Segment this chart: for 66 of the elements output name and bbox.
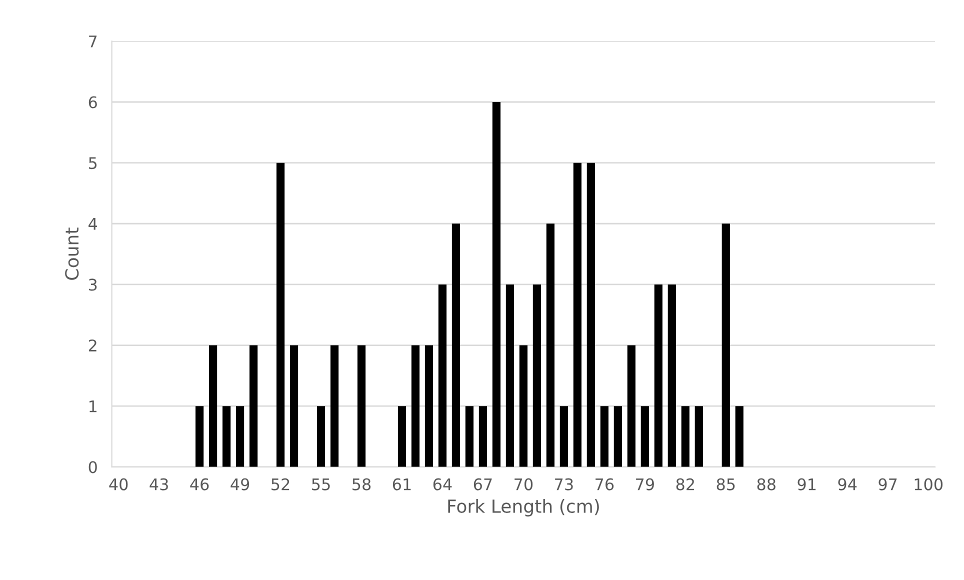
x-tick-label: 49 [230,478,250,490]
bar [627,345,636,467]
bar [276,162,285,467]
bar [249,345,258,467]
bar [196,406,204,467]
bar [236,406,244,467]
bar [694,406,703,467]
x-tick-label: 55 [312,478,330,490]
bar [546,224,554,467]
x-tick-label: 64 [433,478,452,490]
x-tick-label: 40 [109,478,128,490]
y-tick-label: 2 [88,339,96,352]
bar [411,345,420,467]
x-tick-label: 46 [190,478,209,490]
x-tick-label: 82 [676,478,694,490]
x-tick-label: 70 [514,478,533,490]
x-tick-label: 67 [474,478,492,490]
x-tick-label: 76 [596,478,614,490]
bar [452,224,460,467]
bar [614,406,622,467]
bar [519,345,528,467]
bar [681,406,690,467]
y-tick-label: 1 [90,400,96,412]
x-tick-label: 85 [716,478,735,490]
bar [506,284,514,467]
bar [492,102,501,467]
bar [735,406,744,467]
x-tick-label: 73 [555,478,573,490]
y-tick-label: 5 [89,157,97,170]
x-tick-label: 58 [352,478,371,490]
x-tick-label: 79 [636,478,654,490]
bar [640,406,649,467]
x-tick-label: 91 [798,478,816,490]
y-axis-title: Count [65,228,79,280]
bar [722,224,730,467]
bar [560,406,568,467]
bar [668,284,676,467]
bar [532,284,541,467]
bar [330,345,339,467]
y-tick-label: 4 [88,218,98,230]
x-tick-label: 61 [392,478,411,490]
x-axis-title: Fork Length (cm) [448,499,599,516]
bar [208,345,218,467]
bar [465,406,474,467]
x-tick-label: 52 [272,478,290,490]
x-tick-label: 97 [878,478,897,490]
y-tick-label: 0 [88,461,97,474]
x-tick-label: 43 [150,478,168,490]
x-tick-label: 94 [838,478,857,490]
bar [316,406,326,467]
bar [290,345,298,467]
bar [573,162,582,467]
y-tick-label: 6 [88,96,97,108]
bar [654,284,662,467]
x-tick-label: 88 [757,478,776,490]
bar [222,406,231,467]
x-tick-label: 100 [914,478,943,490]
bar [586,162,595,467]
bar [398,406,406,467]
bar [600,406,608,467]
bar [357,345,366,467]
bar [438,284,447,467]
y-tick-label: 7 [89,36,97,48]
bar [478,406,488,467]
bar [424,345,434,467]
y-tick-label: 3 [88,278,97,291]
